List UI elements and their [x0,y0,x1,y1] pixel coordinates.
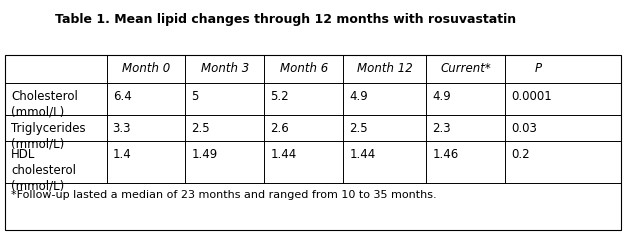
Text: Month 12: Month 12 [357,63,413,76]
Text: 4.9: 4.9 [349,90,368,103]
Text: *Follow-up lasted a median of 23 months and ranged from 10 to 35 months.: *Follow-up lasted a median of 23 months … [11,190,436,200]
Text: 1.44: 1.44 [349,148,376,161]
Text: Cholesterol
(mmol/L): Cholesterol (mmol/L) [11,90,78,118]
Text: 3.3: 3.3 [113,122,131,135]
Text: 4.9: 4.9 [433,90,451,103]
Text: 6.4: 6.4 [113,90,131,103]
Text: 2.3: 2.3 [433,122,451,135]
Text: 0.03: 0.03 [511,122,537,135]
Text: Month 0: Month 0 [122,63,170,76]
Text: 1.49: 1.49 [192,148,218,161]
Text: Triglycerides
(mmol/L): Triglycerides (mmol/L) [11,122,86,150]
Text: 5.2: 5.2 [270,90,289,103]
Text: 2.6: 2.6 [270,122,289,135]
Text: Month 6: Month 6 [280,63,328,76]
Text: 2.5: 2.5 [192,122,210,135]
Text: 1.46: 1.46 [433,148,459,161]
Text: 1.4: 1.4 [113,148,131,161]
Text: 5: 5 [192,90,199,103]
Text: P: P [535,63,542,76]
Text: Table 1. Mean lipid changes through 12 months with rosuvastatin: Table 1. Mean lipid changes through 12 m… [55,13,516,26]
Text: Month 3: Month 3 [201,63,249,76]
Text: HDL
cholesterol
(mmol/L): HDL cholesterol (mmol/L) [11,148,76,192]
Text: 0.2: 0.2 [511,148,530,161]
Text: Current*: Current* [441,63,491,76]
Bar [5,55,621,230]
Text: 0.0001: 0.0001 [511,90,552,103]
Text: 1.44: 1.44 [270,148,297,161]
Text: 2.5: 2.5 [349,122,368,135]
